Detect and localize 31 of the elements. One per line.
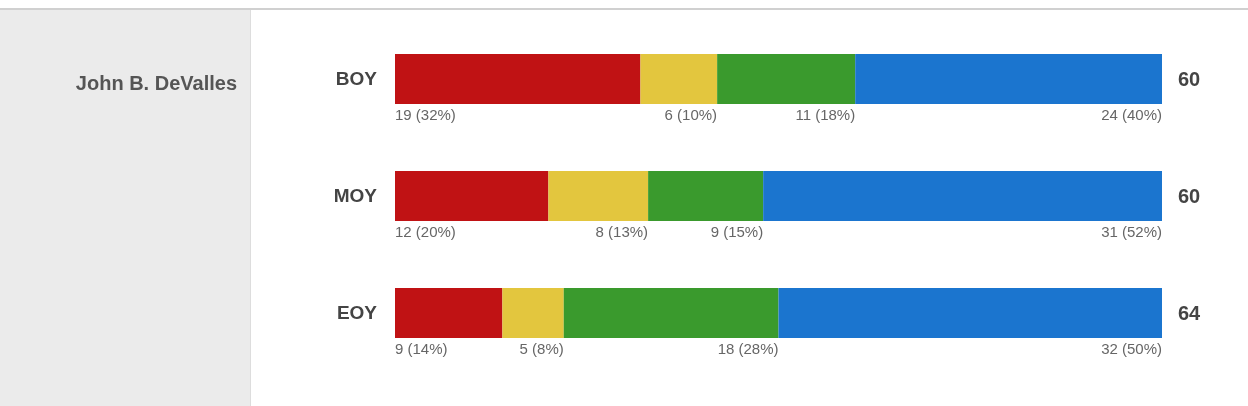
data-label: 5 (8%): [519, 340, 564, 357]
data-label: 24 (40%): [1101, 106, 1162, 123]
bar: [395, 54, 641, 104]
bar: [778, 288, 1162, 338]
data-label: 12 (20%): [395, 223, 456, 240]
y-tick-label: MOY: [333, 185, 378, 207]
bar: [640, 54, 718, 104]
data-label: 11 (18%): [795, 106, 856, 123]
data-label: 32 (50%): [1101, 340, 1162, 357]
y-tick-label: EOY: [336, 302, 378, 324]
bar: [648, 171, 764, 221]
data-label: 9 (15%): [710, 223, 764, 240]
bar: [717, 54, 856, 104]
bar: [395, 171, 549, 221]
bar: [395, 288, 503, 338]
bar: [563, 288, 779, 338]
data-label: 9 (14%): [395, 340, 448, 357]
data-label: 19 (32%): [395, 106, 456, 123]
data-label: 31 (52%): [1101, 223, 1162, 240]
text: John B. DeValles: [74, 72, 237, 95]
data-label: 18 (28%): [717, 340, 779, 357]
data-label: 6 (10%): [664, 106, 718, 123]
text: 60: [1178, 185, 1201, 207]
text: 60: [1178, 68, 1201, 90]
bar: [548, 171, 649, 221]
data-label: 8 (13%): [595, 223, 649, 240]
text: 64: [1178, 302, 1202, 324]
bar: [763, 171, 1162, 221]
bar: [855, 54, 1162, 104]
bar: [502, 288, 564, 338]
y-tick-label: BOY: [335, 68, 378, 90]
